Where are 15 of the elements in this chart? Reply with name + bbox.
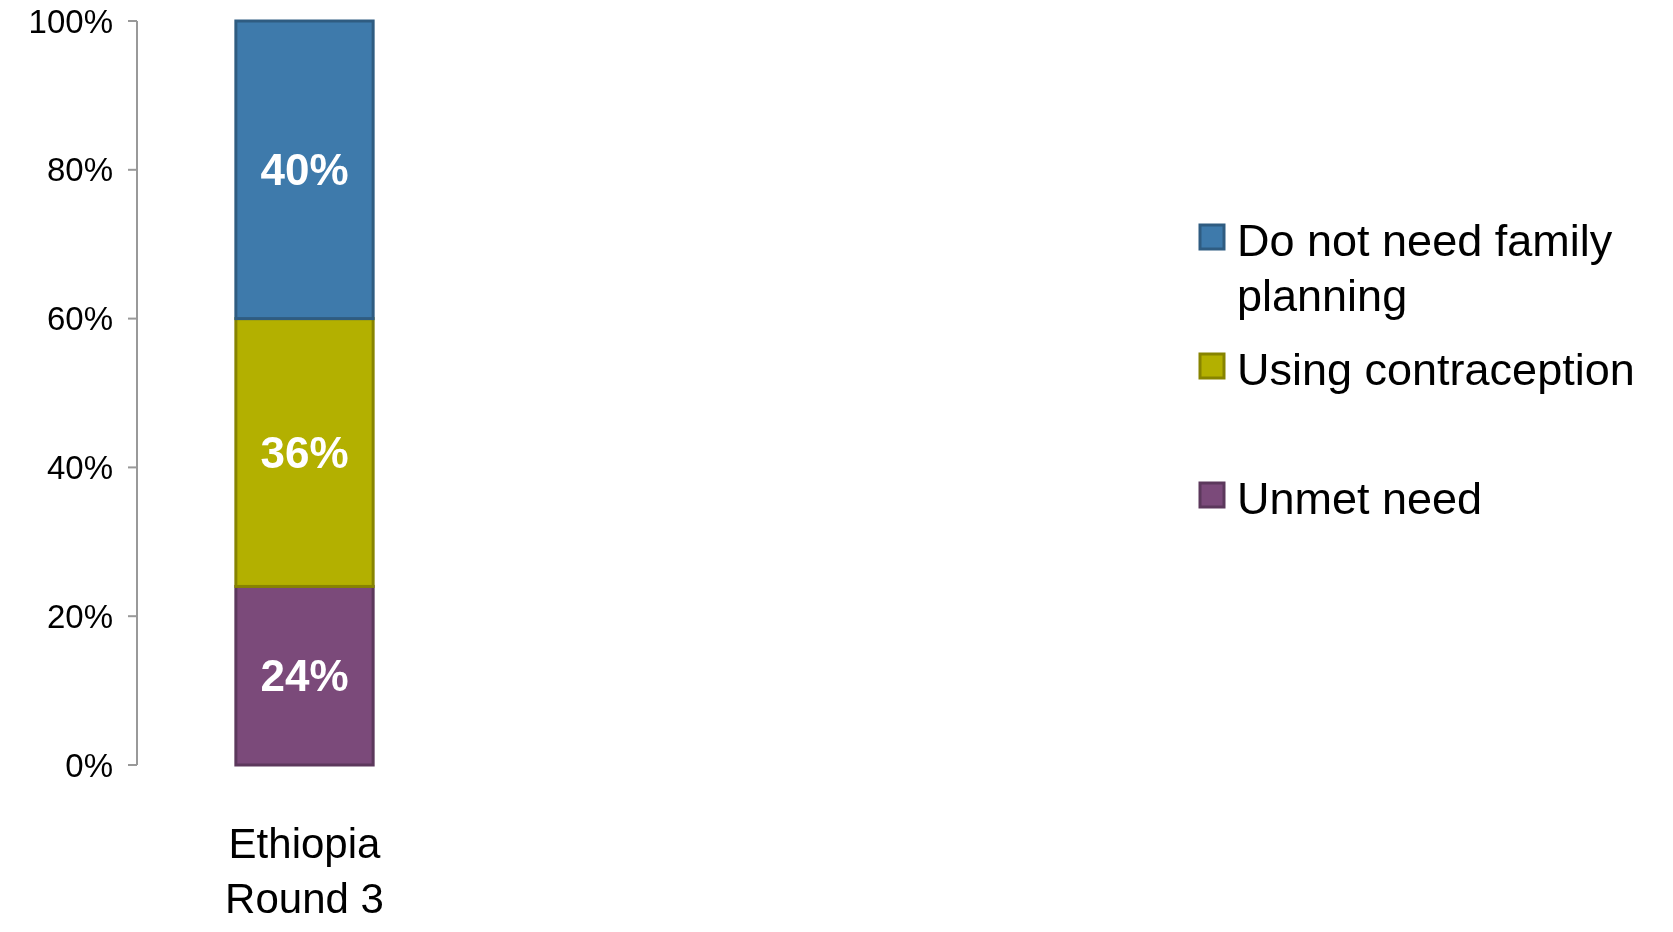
bar xyxy=(234,19,375,321)
legend-label: Do not need family planning xyxy=(1237,214,1613,321)
y-tick-label: 100% xyxy=(28,2,113,40)
legend-label: Unmet need xyxy=(1237,472,1483,524)
data-label: 36% xyxy=(260,427,349,477)
bar xyxy=(234,317,375,588)
x-tick-label: Ethiopia Round 3 xyxy=(225,820,384,922)
y-tick-label: 60% xyxy=(46,300,113,338)
y-tick-label: 40% xyxy=(46,448,113,486)
legend-label: Using contraception xyxy=(1237,343,1635,395)
data-label: 24% xyxy=(260,651,349,701)
y-tick-label: 0% xyxy=(65,746,113,784)
data-label: 40% xyxy=(260,145,349,195)
y-tick-label: 80% xyxy=(46,151,113,189)
y-tick-label: 20% xyxy=(46,597,113,635)
